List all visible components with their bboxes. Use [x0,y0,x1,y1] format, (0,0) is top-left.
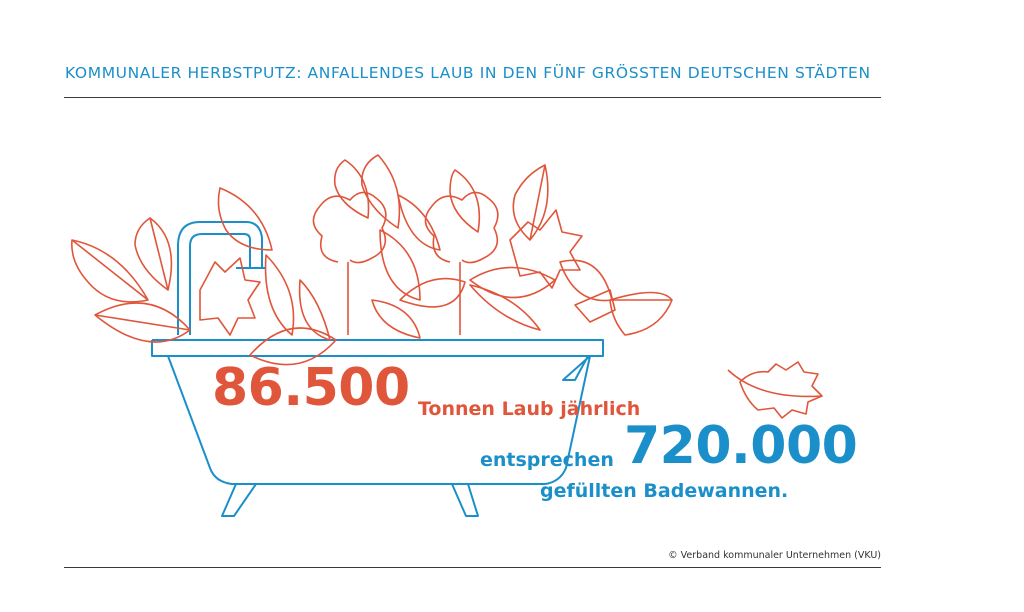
bottom-divider [64,567,881,568]
stat-value: 86.500 [212,358,410,418]
leaf-pile [71,154,673,366]
copyright-notice: © Verband kommunaler Unternehmen (VKU) [668,550,881,561]
equivalent-unit: gefüllten Badewannen. [540,480,789,502]
equivalent-value: 720.000 [624,416,858,476]
bathtub-icon [151,339,604,517]
page-title: KOMMUNALER HERBSTPUTZ: ANFALLENDES LAUB … [65,64,871,82]
equivalent-lead: entsprechen [480,449,614,471]
falling-leaf-icon [727,361,823,419]
faucet-icon [177,221,266,335]
top-divider [64,97,881,98]
stat-unit: Tonnen Laub jährlich [418,398,641,420]
